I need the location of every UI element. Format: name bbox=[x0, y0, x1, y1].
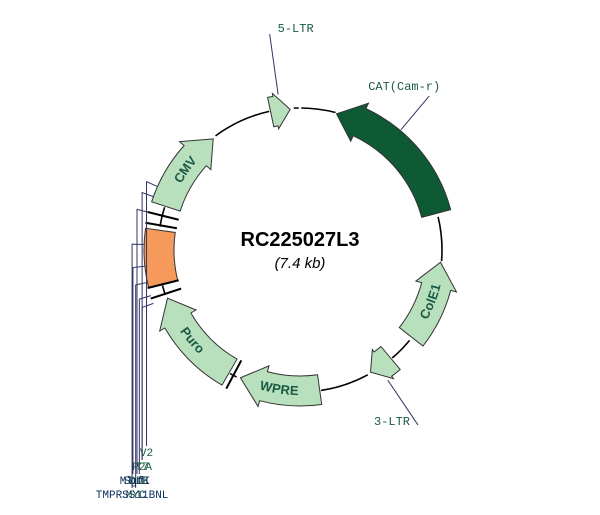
plasmid-name: RC225027L3 bbox=[241, 229, 360, 251]
plasmid-map: ColE1WPREPuroCMVCAT(Cam-r)5-LTR3-LTRP2AD… bbox=[0, 0, 600, 515]
feature-orange bbox=[144, 228, 178, 287]
bottom-label-sgfi: SgfI bbox=[124, 476, 150, 488]
bottom-label-tmpr: TMPRSS11BNL bbox=[96, 490, 169, 502]
callout-label-cat: CAT(Cam-r) bbox=[368, 80, 440, 94]
bottom-label-t7: T7 bbox=[136, 462, 149, 474]
callout-label-ltr5: 5-LTR bbox=[278, 22, 314, 36]
callout-label-ltr3: 3-LTR bbox=[374, 415, 410, 429]
plasmid-size: (7.4 kb) bbox=[275, 255, 326, 272]
bottom-label-v2: V2 bbox=[140, 448, 153, 460]
